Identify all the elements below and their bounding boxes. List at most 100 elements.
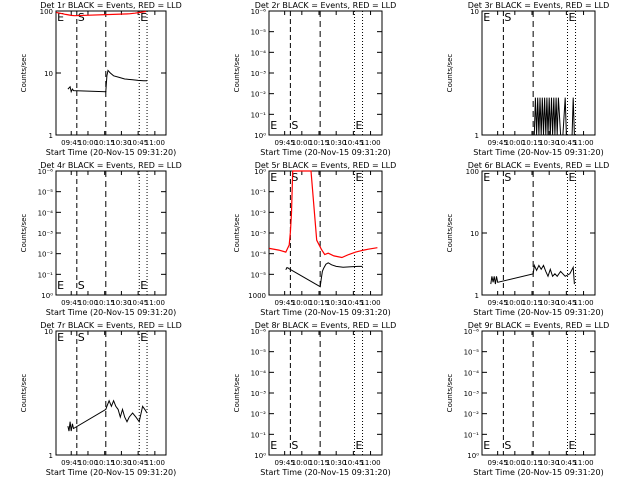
y-axis-label: Counts/sec <box>20 54 28 93</box>
x-tick-label: 11:00 <box>360 299 380 307</box>
x-tick-label: 10:15 <box>522 459 542 467</box>
y-tick-label: 10⁻⁵ <box>38 189 54 197</box>
x-axis-label: Start Time (20-Nov-15 09:31:20) <box>260 308 390 317</box>
y-tick-label: 10⁻⁴ <box>251 49 267 57</box>
x-tick-label: 11:00 <box>145 139 165 147</box>
y-axis-label: Counts/sec <box>233 214 241 253</box>
x-tick-label: 11:00 <box>145 299 165 307</box>
x-tick-label: 10:45 <box>128 299 148 307</box>
y-tick-label: 10⁻² <box>251 91 267 99</box>
marker-label: E <box>140 331 147 344</box>
plot-frame <box>268 330 383 456</box>
x-tick-label: 10:45 <box>128 139 148 147</box>
plot-frame <box>268 170 383 296</box>
marker-label: E <box>270 119 277 132</box>
y-tick-label: 10⁻¹ <box>251 431 267 439</box>
x-tick-label: 10:30 <box>111 139 131 147</box>
x-tick-label: 10:00 <box>292 299 312 307</box>
marker-label: E <box>569 11 576 24</box>
x-axis-label: Start Time (20-Nov-15 09:31:20) <box>260 468 390 477</box>
y-tick-label: 10⁻² <box>251 209 267 217</box>
y-tick-label: 1 <box>49 132 53 140</box>
y-tick-label: 100 <box>466 168 479 176</box>
y-tick-label: 10⁻⁵ <box>251 271 267 279</box>
marker-label: E <box>483 11 490 24</box>
y-tick-label: 10⁻⁴ <box>38 209 54 217</box>
x-tick-label: 11:00 <box>145 459 165 467</box>
y-tick-label: 10⁻¹ <box>251 111 267 119</box>
plot-frame <box>481 170 596 296</box>
x-tick-label: 10:15 <box>309 459 329 467</box>
marker-label: E <box>483 171 490 184</box>
y-tick-label: 1000 <box>248 292 266 300</box>
events-series-line <box>285 262 363 288</box>
chart-panel-8: Det 8r BLACK = Events, RED = LLD Counts/s… <box>233 321 396 477</box>
x-tick-label: 10:45 <box>556 139 576 147</box>
plot-frame <box>268 10 383 136</box>
y-axis-label: Counts/sec <box>446 374 454 413</box>
x-tick-label: 10:15 <box>95 139 115 147</box>
x-tick-label: 10:00 <box>78 139 98 147</box>
x-axis-label: Start Time (20-Nov-15 09:31:20) <box>473 468 603 477</box>
x-tick-label: 09:45 <box>275 299 295 307</box>
y-axis-label: Counts/sec <box>446 214 454 253</box>
y-axis-label: Counts/sec <box>20 214 28 253</box>
events-series-line <box>67 399 148 432</box>
y-tick-label: 10⁰ <box>254 168 266 176</box>
x-tick-label: 10:30 <box>326 139 346 147</box>
y-tick-label: 10⁻¹ <box>38 271 54 279</box>
x-tick-label: 11:00 <box>360 139 380 147</box>
marker-label: S <box>291 171 298 184</box>
x-axis-label: Start Time (20-Nov-15 09:31:20) <box>473 148 603 157</box>
x-axis-label: Start Time (20-Nov-15 09:31:20) <box>473 308 603 317</box>
x-tick-label: 10:15 <box>95 299 115 307</box>
marker-label: E <box>57 331 64 344</box>
chart-panel-4: Det 4r BLACK = Events, RED = LLD Counts/s… <box>20 161 182 317</box>
y-tick-label: 10⁰ <box>467 452 479 460</box>
x-tick-label: 09:45 <box>488 459 508 467</box>
x-tick-label: 10:15 <box>522 139 542 147</box>
chart-panel-6: Det 6r BLACK = Events, RED = LLD Counts/s… <box>446 161 609 317</box>
y-tick-label: 1 <box>475 292 479 300</box>
x-tick-label: 10:30 <box>111 299 131 307</box>
y-tick-label: 10⁻³ <box>464 390 480 398</box>
events-series-line <box>490 263 575 285</box>
y-axis-label: Counts/sec <box>233 54 241 93</box>
y-tick-label: 1 <box>49 452 53 460</box>
x-axis-label: Start Time (20-Nov-15 09:31:20) <box>46 468 176 477</box>
y-tick-label: 10⁰ <box>41 292 53 300</box>
y-tick-label: 10⁻⁴ <box>251 251 267 259</box>
lld-series-line <box>56 10 146 17</box>
x-axis-label: Start Time (20-Nov-15 09:31:20) <box>46 148 176 157</box>
x-tick-label: 10:00 <box>78 299 98 307</box>
y-tick-label: 10⁻² <box>38 251 54 259</box>
marker-label: S <box>291 119 298 132</box>
x-tick-label: 10:30 <box>539 459 559 467</box>
chart-title: Det 2r BLACK = Events, RED = LLD <box>255 1 397 10</box>
y-tick-label: 10⁻¹ <box>464 431 480 439</box>
y-tick-label: 10⁻⁶ <box>38 168 54 176</box>
x-tick-label: 09:45 <box>61 459 81 467</box>
y-tick-label: 10⁻⁶ <box>251 8 267 16</box>
plot-frame <box>481 330 596 456</box>
x-tick-label: 09:45 <box>275 139 295 147</box>
y-tick-label: 10⁻⁶ <box>464 328 480 336</box>
marker-label: E <box>140 279 147 292</box>
x-tick-label: 10:00 <box>505 139 525 147</box>
y-tick-label: 10⁰ <box>254 452 266 460</box>
y-tick-label: 10⁻⁵ <box>464 349 480 357</box>
x-tick-label: 09:45 <box>488 139 508 147</box>
marker-label: E <box>569 439 576 452</box>
y-tick-label: 10⁰ <box>254 132 266 140</box>
marker-label: S <box>504 439 511 452</box>
lld-series-line <box>269 170 378 259</box>
chart-panel-1: Det 1r BLACK = Events, RED = LLD Counts/s… <box>20 1 182 157</box>
marker-label: E <box>270 171 277 184</box>
marker-label: E <box>356 119 363 132</box>
x-tick-label: 11:00 <box>360 459 380 467</box>
y-tick-label: 100 <box>40 8 53 16</box>
x-tick-label: 11:00 <box>573 299 593 307</box>
x-tick-label: 10:45 <box>128 459 148 467</box>
chart-title: Det 8r BLACK = Events, RED = LLD <box>255 321 397 330</box>
